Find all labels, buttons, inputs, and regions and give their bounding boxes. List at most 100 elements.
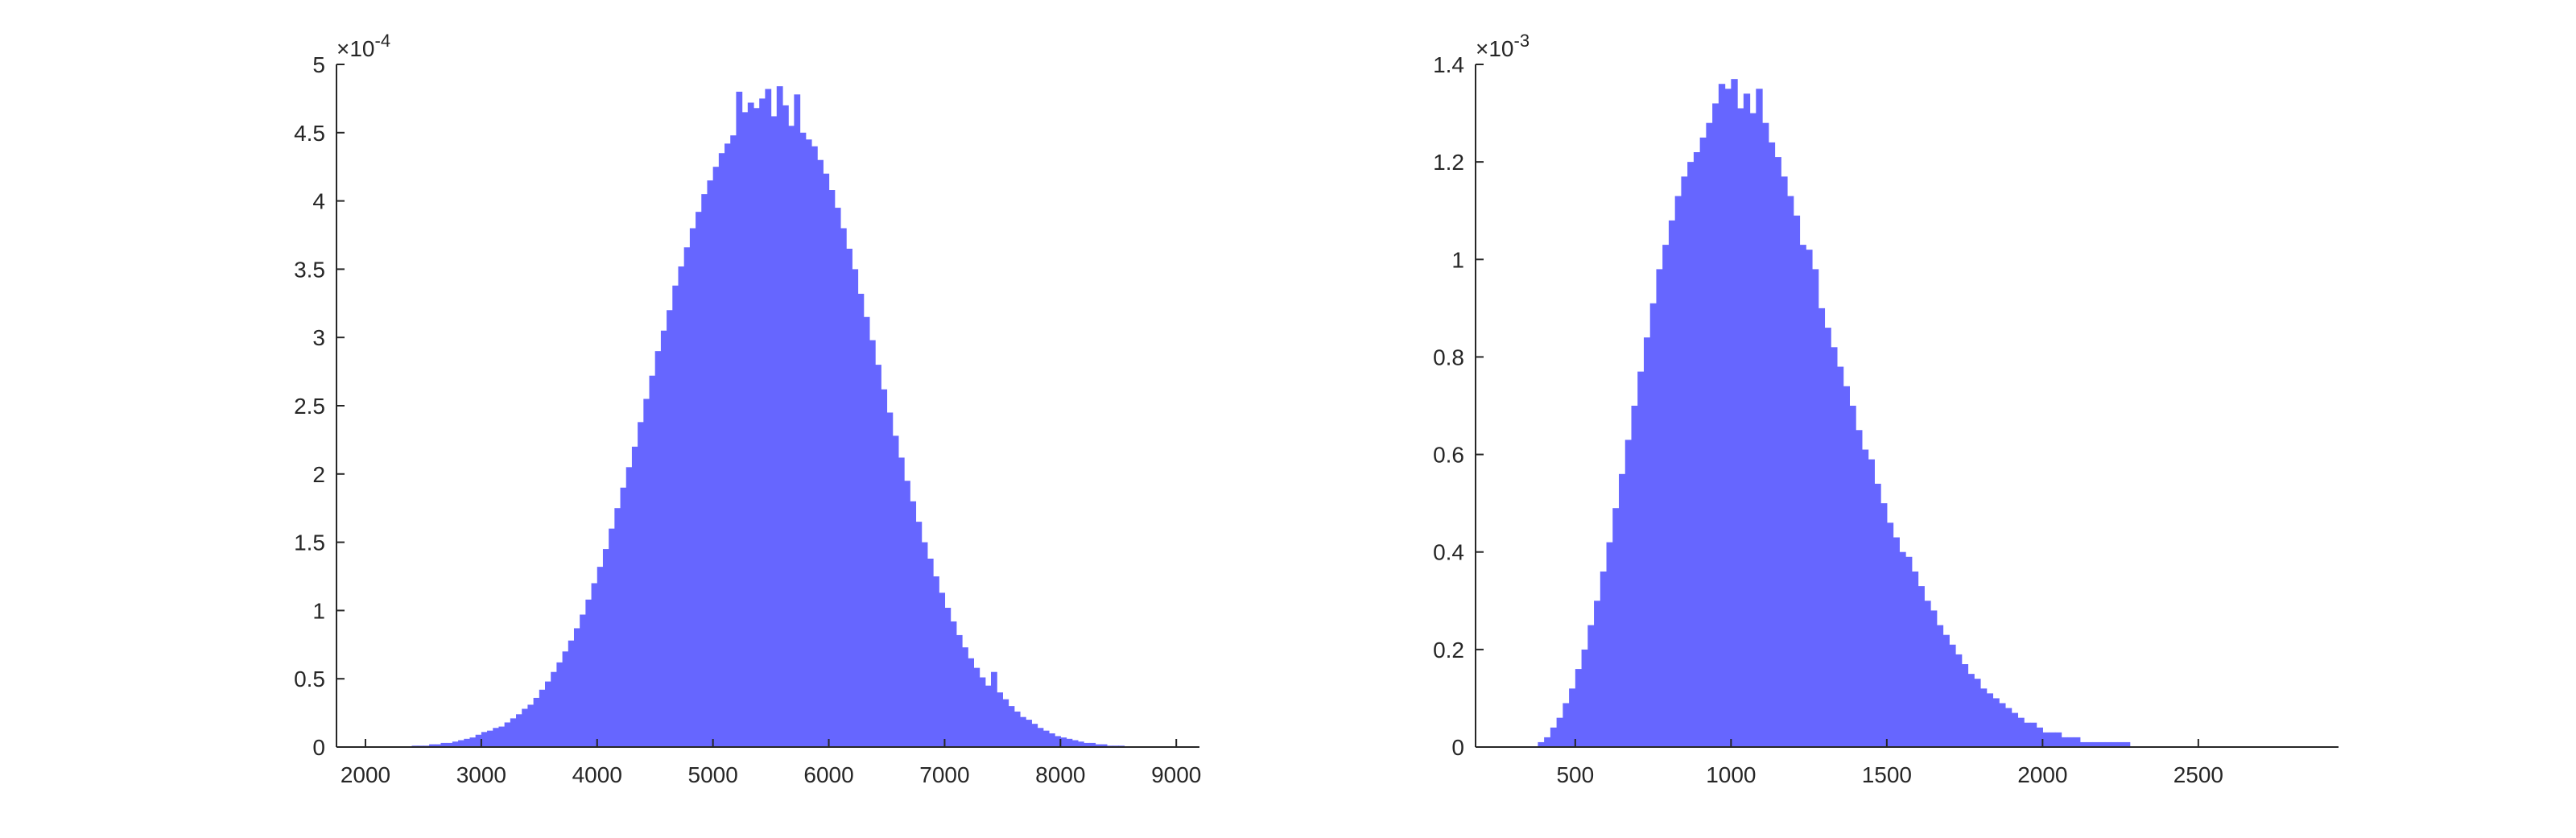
- histogram-bar-left: [997, 692, 1003, 747]
- histogram-bar-left: [522, 708, 529, 747]
- y-exponent-label-right: ×10-3: [1476, 31, 1530, 61]
- histogram-bar-left: [724, 143, 731, 747]
- histogram-bar-left: [446, 742, 453, 747]
- histogram-bar-left: [591, 583, 598, 747]
- histogram-bar-left: [1084, 742, 1090, 747]
- histogram-bar-right: [1612, 508, 1620, 747]
- histogram-bar-right: [2029, 722, 2037, 747]
- histogram-bar-left: [539, 689, 546, 747]
- histogram-bar-right: [1868, 459, 1875, 747]
- histogram-bar-left: [1026, 720, 1032, 747]
- histogram-bar-right: [2079, 741, 2087, 747]
- histogram-bar-right: [1781, 176, 1788, 747]
- histogram-bar-left: [475, 734, 482, 747]
- histogram-bar-left: [869, 340, 876, 747]
- histogram-bar-left: [794, 94, 801, 747]
- histogram-bar-right: [1718, 84, 1726, 748]
- histogram-bar-right: [1563, 703, 1570, 747]
- y-exponent-label-left: ×10-4: [336, 31, 390, 61]
- histogram-bar-left: [817, 159, 824, 748]
- histogram-bar-right: [1550, 727, 1558, 747]
- histogram-bar-right: [1662, 245, 1670, 747]
- histogram-bar-left: [609, 528, 615, 747]
- y-tick-label-right: 1.4: [1433, 52, 1464, 77]
- histogram-bar-right: [1824, 328, 1831, 748]
- histogram-bar-left: [638, 422, 644, 747]
- histogram-bar-right: [2017, 717, 2025, 747]
- y-tick-label-left: 3: [312, 325, 325, 350]
- histogram-bar-right: [2111, 741, 2118, 747]
- histogram-bar-left: [493, 728, 500, 747]
- histogram-bar-right: [1706, 122, 1713, 747]
- histogram-bar-left: [504, 722, 511, 747]
- histogram-bar-left: [840, 228, 847, 747]
- histogram-bar-left: [672, 285, 679, 747]
- histogram-bar-right: [1668, 220, 1676, 748]
- histogram-bar-right: [1818, 308, 1826, 747]
- y-tick-label-left: 2: [312, 462, 325, 487]
- histogram-bar-right: [1986, 693, 1994, 747]
- histogram-bar-right: [1880, 503, 1888, 747]
- y-tick-label-left: 4.5: [294, 121, 325, 146]
- y-tick-label-right: 0: [1451, 735, 1464, 760]
- histogram-bar-right: [1811, 269, 1819, 747]
- histogram-bar-left: [944, 608, 952, 747]
- x-tick-label-right: 1500: [1862, 762, 1912, 787]
- histogram-bar-left: [881, 389, 888, 747]
- histogram-bar-left: [776, 86, 783, 747]
- histogram-bar-left: [765, 89, 772, 747]
- histogram-bar-left: [915, 522, 923, 747]
- histogram-bar-left: [910, 501, 917, 747]
- y-tick-label-right: 0.2: [1433, 638, 1464, 663]
- histogram-bar-left: [939, 592, 946, 747]
- histogram-bar-left: [597, 567, 604, 747]
- y-tick-label-left: 0.5: [294, 667, 325, 691]
- histogram-bar-right: [1806, 250, 1813, 747]
- histogram-bar-left: [1066, 738, 1073, 747]
- histogram-bar-left: [811, 146, 818, 747]
- histogram-bar-left: [667, 310, 673, 747]
- histogram-bar-right: [2004, 708, 2013, 747]
- histogram-bar-right: [1905, 556, 1913, 747]
- histogram-bars-right: [1538, 79, 2131, 748]
- y-tick-label-left: 1: [312, 598, 325, 623]
- histogram-bar-left: [654, 351, 662, 747]
- histogram-bar-left: [696, 212, 702, 747]
- histogram-bar-right: [1861, 449, 1869, 747]
- histogram-bar-left: [545, 681, 551, 747]
- x-tick-label-left: 7000: [919, 762, 969, 787]
- histogram-bar-left: [533, 697, 540, 747]
- histogram-bar-left: [892, 436, 899, 747]
- histogram-bar-right: [2036, 727, 2043, 747]
- histogram-bar-right: [1831, 347, 1838, 747]
- x-tick-label-right: 2500: [2174, 762, 2223, 787]
- y-tick-label-right: 1: [1451, 247, 1464, 272]
- histogram-bar-left: [1042, 730, 1050, 747]
- y-tick-label-left: 1.5: [294, 530, 325, 555]
- histogram-bar-right: [1793, 215, 1801, 747]
- histogram-bar-left: [458, 740, 464, 747]
- histogram-bar-left: [707, 180, 714, 747]
- histogram-bar-left: [573, 628, 580, 747]
- histogram-bar-left: [556, 662, 564, 747]
- histogram-bar-left: [968, 658, 974, 747]
- histogram-bar-right: [1699, 137, 1707, 748]
- histogram-bar-right: [2011, 712, 2018, 747]
- x-tick-label-left: 2000: [341, 762, 390, 787]
- histogram-bar-left: [562, 651, 569, 747]
- histogram-bar-left: [551, 671, 557, 747]
- histogram-bar-left: [683, 247, 691, 747]
- x-tick-label-left: 8000: [1035, 762, 1085, 787]
- histogram-bar-left: [1100, 744, 1108, 747]
- y-tick-label-left: 0: [312, 735, 325, 760]
- histogram-bar-left: [730, 135, 737, 747]
- histogram-bar-left: [602, 549, 609, 747]
- histogram-bar-right: [1687, 162, 1695, 747]
- histogram-bar-left: [799, 132, 807, 748]
- histogram-bar-left: [481, 732, 488, 747]
- histogram-bar-right: [1924, 601, 1931, 747]
- histogram-bar-right: [1949, 644, 1956, 747]
- histogram-bar-left: [1095, 744, 1102, 747]
- histogram-bar-right: [2061, 737, 2068, 747]
